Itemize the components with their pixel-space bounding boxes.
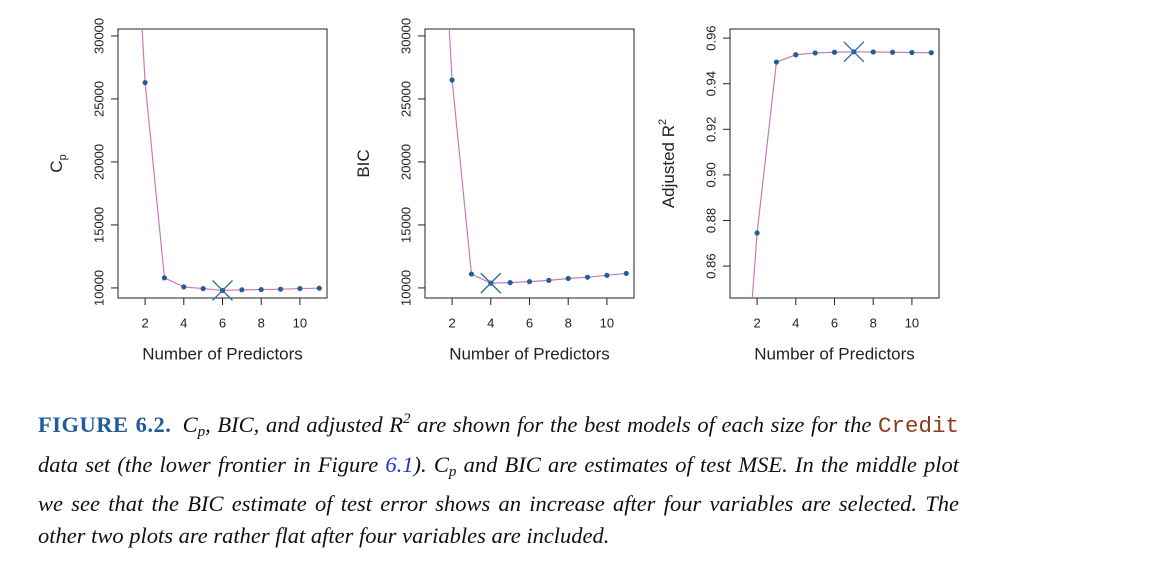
x-tick-label: 2: [753, 315, 760, 330]
caption-text: ).: [413, 451, 434, 477]
y-axis-label: Cp: [47, 154, 68, 172]
y-tick-label: 0.92: [703, 117, 718, 142]
y-axis-label: BIC: [354, 149, 373, 177]
y-axis-label-text: Adjusted R: [659, 125, 678, 208]
y-tick-label: 0.90: [703, 162, 718, 187]
data-point: [200, 285, 206, 292]
caption-text: 2: [402, 411, 411, 427]
x-tick-label: 10: [905, 315, 919, 330]
x-tick-label: 4: [792, 315, 799, 330]
y-tick-label: 10000: [91, 270, 106, 306]
x-tick-label: 10: [600, 315, 614, 330]
x-tick-label: 8: [870, 315, 877, 330]
y-axis-label-sup: 2: [657, 119, 669, 125]
data-point: [297, 285, 303, 292]
best-model-cross: [480, 272, 502, 294]
caption-text: data set (the lower frontier in Figure: [38, 451, 386, 477]
data-point: [623, 270, 629, 277]
figure-panels: 10000 15000 20000 25000 30000 2 4 6 8 10 Number of…: [47, 18, 940, 363]
data-line: [448, 29, 627, 284]
caption-text: and BIC are estimates of test MSE. In th…: [38, 451, 960, 548]
data-point: [546, 277, 552, 283]
chart-panel: 0.86 0.88 0.90 0.92 0.94 0.96 2 4 6 8 10 Number of …: [657, 25, 940, 363]
y-tick-label: 20000: [398, 144, 413, 180]
figure-label: FIGURE 6.2.: [38, 412, 172, 437]
y-tick-label: 15000: [91, 207, 106, 243]
caption-text: 6.1: [385, 451, 414, 477]
y-tick-label: 0.94: [703, 71, 718, 96]
data-point: [181, 284, 187, 290]
data-point: [277, 286, 284, 292]
chart-panel: 10000 15000 20000 25000 30000 2 4 6 8 10 Number of…: [354, 18, 635, 363]
data-point: [909, 49, 915, 56]
data-point: [928, 50, 934, 56]
data-point: [449, 77, 455, 83]
y-tick-label: 25000: [91, 81, 106, 117]
data-point: [526, 279, 533, 285]
x-tick-label: 2: [141, 315, 148, 330]
caption-text: C: [433, 451, 449, 477]
y-tick-label: 20000: [91, 144, 106, 180]
x-axis-label: Number of Predictors: [142, 344, 303, 363]
x-tick-label: 8: [258, 315, 265, 330]
caption-text: R: [389, 412, 403, 437]
caption-text: , BIC, and adjusted: [205, 412, 390, 437]
y-axis-label-text: BIC: [354, 149, 373, 177]
y-axis-label: Adjusted R2: [657, 119, 679, 208]
data-point: [584, 274, 591, 280]
y-tick-label: 10000: [398, 270, 413, 306]
data-line: [141, 29, 320, 292]
x-axis-label: Number of Predictors: [754, 344, 915, 363]
data-point: [239, 287, 245, 293]
data-point: [870, 49, 876, 55]
data-point: [468, 271, 475, 277]
chart-panel: 10000 15000 20000 25000 30000 2 4 6 8 10 Number of…: [47, 18, 328, 363]
data-point: [773, 59, 780, 65]
caption-text: Credit: [878, 413, 960, 439]
y-tick-label: 0.96: [703, 25, 718, 50]
x-tick-label: 8: [565, 315, 572, 330]
x-tick-label: 10: [293, 315, 307, 330]
best-model-cross: [843, 41, 865, 63]
data-line: [751, 51, 932, 298]
best-model-cross: [212, 279, 233, 301]
data-point: [507, 280, 513, 286]
y-tick-label: 15000: [398, 207, 413, 243]
caption-text: p: [197, 424, 206, 440]
data-point: [565, 275, 571, 282]
plot-frame: [729, 28, 940, 299]
x-tick-label: 4: [180, 315, 187, 330]
data-point: [604, 272, 610, 278]
y-tick-label: 0.88: [703, 208, 718, 233]
y-axis-label-text: C: [47, 160, 66, 172]
x-tick-label: 2: [448, 315, 455, 330]
data-point: [889, 49, 896, 55]
data-point: [793, 52, 799, 58]
y-tick-label: 30000: [398, 18, 413, 54]
plot-frame: [424, 28, 635, 299]
data-point: [316, 285, 322, 291]
caption-text: are shown for the best models of each si…: [410, 412, 878, 437]
y-tick-label: 0.86: [703, 253, 718, 278]
data-point: [831, 49, 838, 55]
y-tick-label: 30000: [91, 18, 106, 54]
figure-caption: FIGURE 6.2. Cp, BIC, and adjusted R2 are…: [38, 404, 959, 551]
y-tick-label: 25000: [398, 81, 413, 117]
caption-text: C: [182, 412, 198, 437]
data-point: [754, 230, 760, 236]
caption-text: p: [448, 463, 457, 480]
x-tick-label: 6: [526, 315, 533, 330]
data-point: [812, 50, 818, 56]
x-tick-label: 6: [219, 315, 226, 330]
x-axis-label: Number of Predictors: [449, 344, 610, 363]
data-point: [161, 275, 168, 281]
x-tick-label: 6: [831, 315, 838, 330]
x-tick-label: 4: [487, 315, 494, 330]
data-point: [142, 79, 148, 86]
plot-frame: [117, 28, 328, 299]
data-point: [258, 286, 264, 293]
y-axis-label-sub: p: [57, 154, 69, 160]
